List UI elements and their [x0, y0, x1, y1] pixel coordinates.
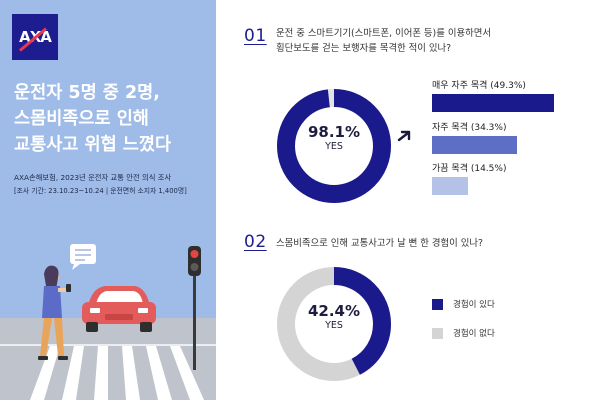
question-2-text: 스몸비족으로 인해 교통사고가 날 뻔 한 경험이 있나? — [276, 238, 483, 249]
q2-donut-percent: 42.4% — [307, 302, 361, 320]
street-illustration — [0, 244, 216, 400]
question-2-number: 02 — [244, 232, 267, 252]
q1-donut-yes-slice — [277, 89, 391, 203]
headline-line-1: 운전자 5명 중 2명, — [14, 83, 160, 103]
q2-legend-label-no: 경험이 없다 — [453, 329, 495, 339]
q1-bar-2 — [432, 136, 517, 154]
q2-donut-yes: YES — [325, 320, 343, 331]
red-car — [82, 286, 156, 332]
phone-bubble — [70, 244, 96, 270]
axa-logo: AXA — [12, 14, 58, 60]
q1-bar-label-2: 자주 목격 (34.3%) — [432, 123, 507, 133]
q2-donut-label: 42.4% YES — [274, 302, 394, 331]
q2-legend-item-yes: 경험이 있다 — [432, 298, 495, 310]
q1-donut-label: 98.1% YES — [274, 123, 394, 152]
headline-line-3: 교통사고 위협 느꼈다 — [14, 135, 172, 155]
question-1-number: 01 — [244, 26, 267, 46]
headline-line-2: 스몸비족으로 인해 — [14, 109, 149, 129]
q2-legend-swatch-no — [432, 327, 443, 339]
crosswalk — [30, 346, 204, 400]
question-1-line-1: 운전 중 스마트기기(스마트폰, 이어폰 등)를 이용하면서 — [276, 28, 491, 39]
q2-donut-chart — [277, 267, 391, 381]
survey-title: AXA손해보험, 2023년 운전자 교통 안전 의식 조사 — [14, 173, 172, 182]
q1-donut-yes: YES — [325, 141, 343, 152]
pedestrian — [38, 265, 71, 360]
question-1-line-2: 횡단보도를 걷는 보행자를 목격한 적이 있나? — [276, 43, 452, 54]
traffic-light — [188, 246, 201, 370]
q2-donut-yes-slice — [277, 267, 391, 381]
q2-legend-swatch-yes — [432, 298, 443, 310]
left-panel: AXA 운전자 5명 중 2명, 스몸비족으로 인해 교통사고 위협 느꼈다 A… — [0, 0, 216, 400]
headline: 운전자 5명 중 2명, 스몸비족으로 인해 교통사고 위협 느꼈다 — [14, 80, 210, 158]
q1-bar-3 — [432, 177, 468, 195]
q1-donut-chart — [277, 89, 391, 203]
arrow-right-icon — [397, 130, 411, 142]
q1-bar-label-1: 매우 자주 목격 (49.3%) — [432, 81, 526, 91]
q1-bar-label-3: 가끔 목격 (14.5%) — [432, 164, 507, 174]
survey-detail: [조사 기간: 23.10.23~10.24 | 운전면허 소지자 1,400명… — [14, 187, 187, 195]
q1-donut-percent: 98.1% — [307, 123, 361, 141]
q2-legend-label-yes: 경험이 있다 — [453, 300, 495, 310]
q1-bar-1 — [432, 94, 554, 112]
question-1-text: 운전 중 스마트기기(스마트폰, 이어폰 등)를 이용하면서 횡단보도를 걷는 … — [276, 26, 596, 56]
q2-legend-item-no: 경험이 없다 — [432, 327, 495, 339]
